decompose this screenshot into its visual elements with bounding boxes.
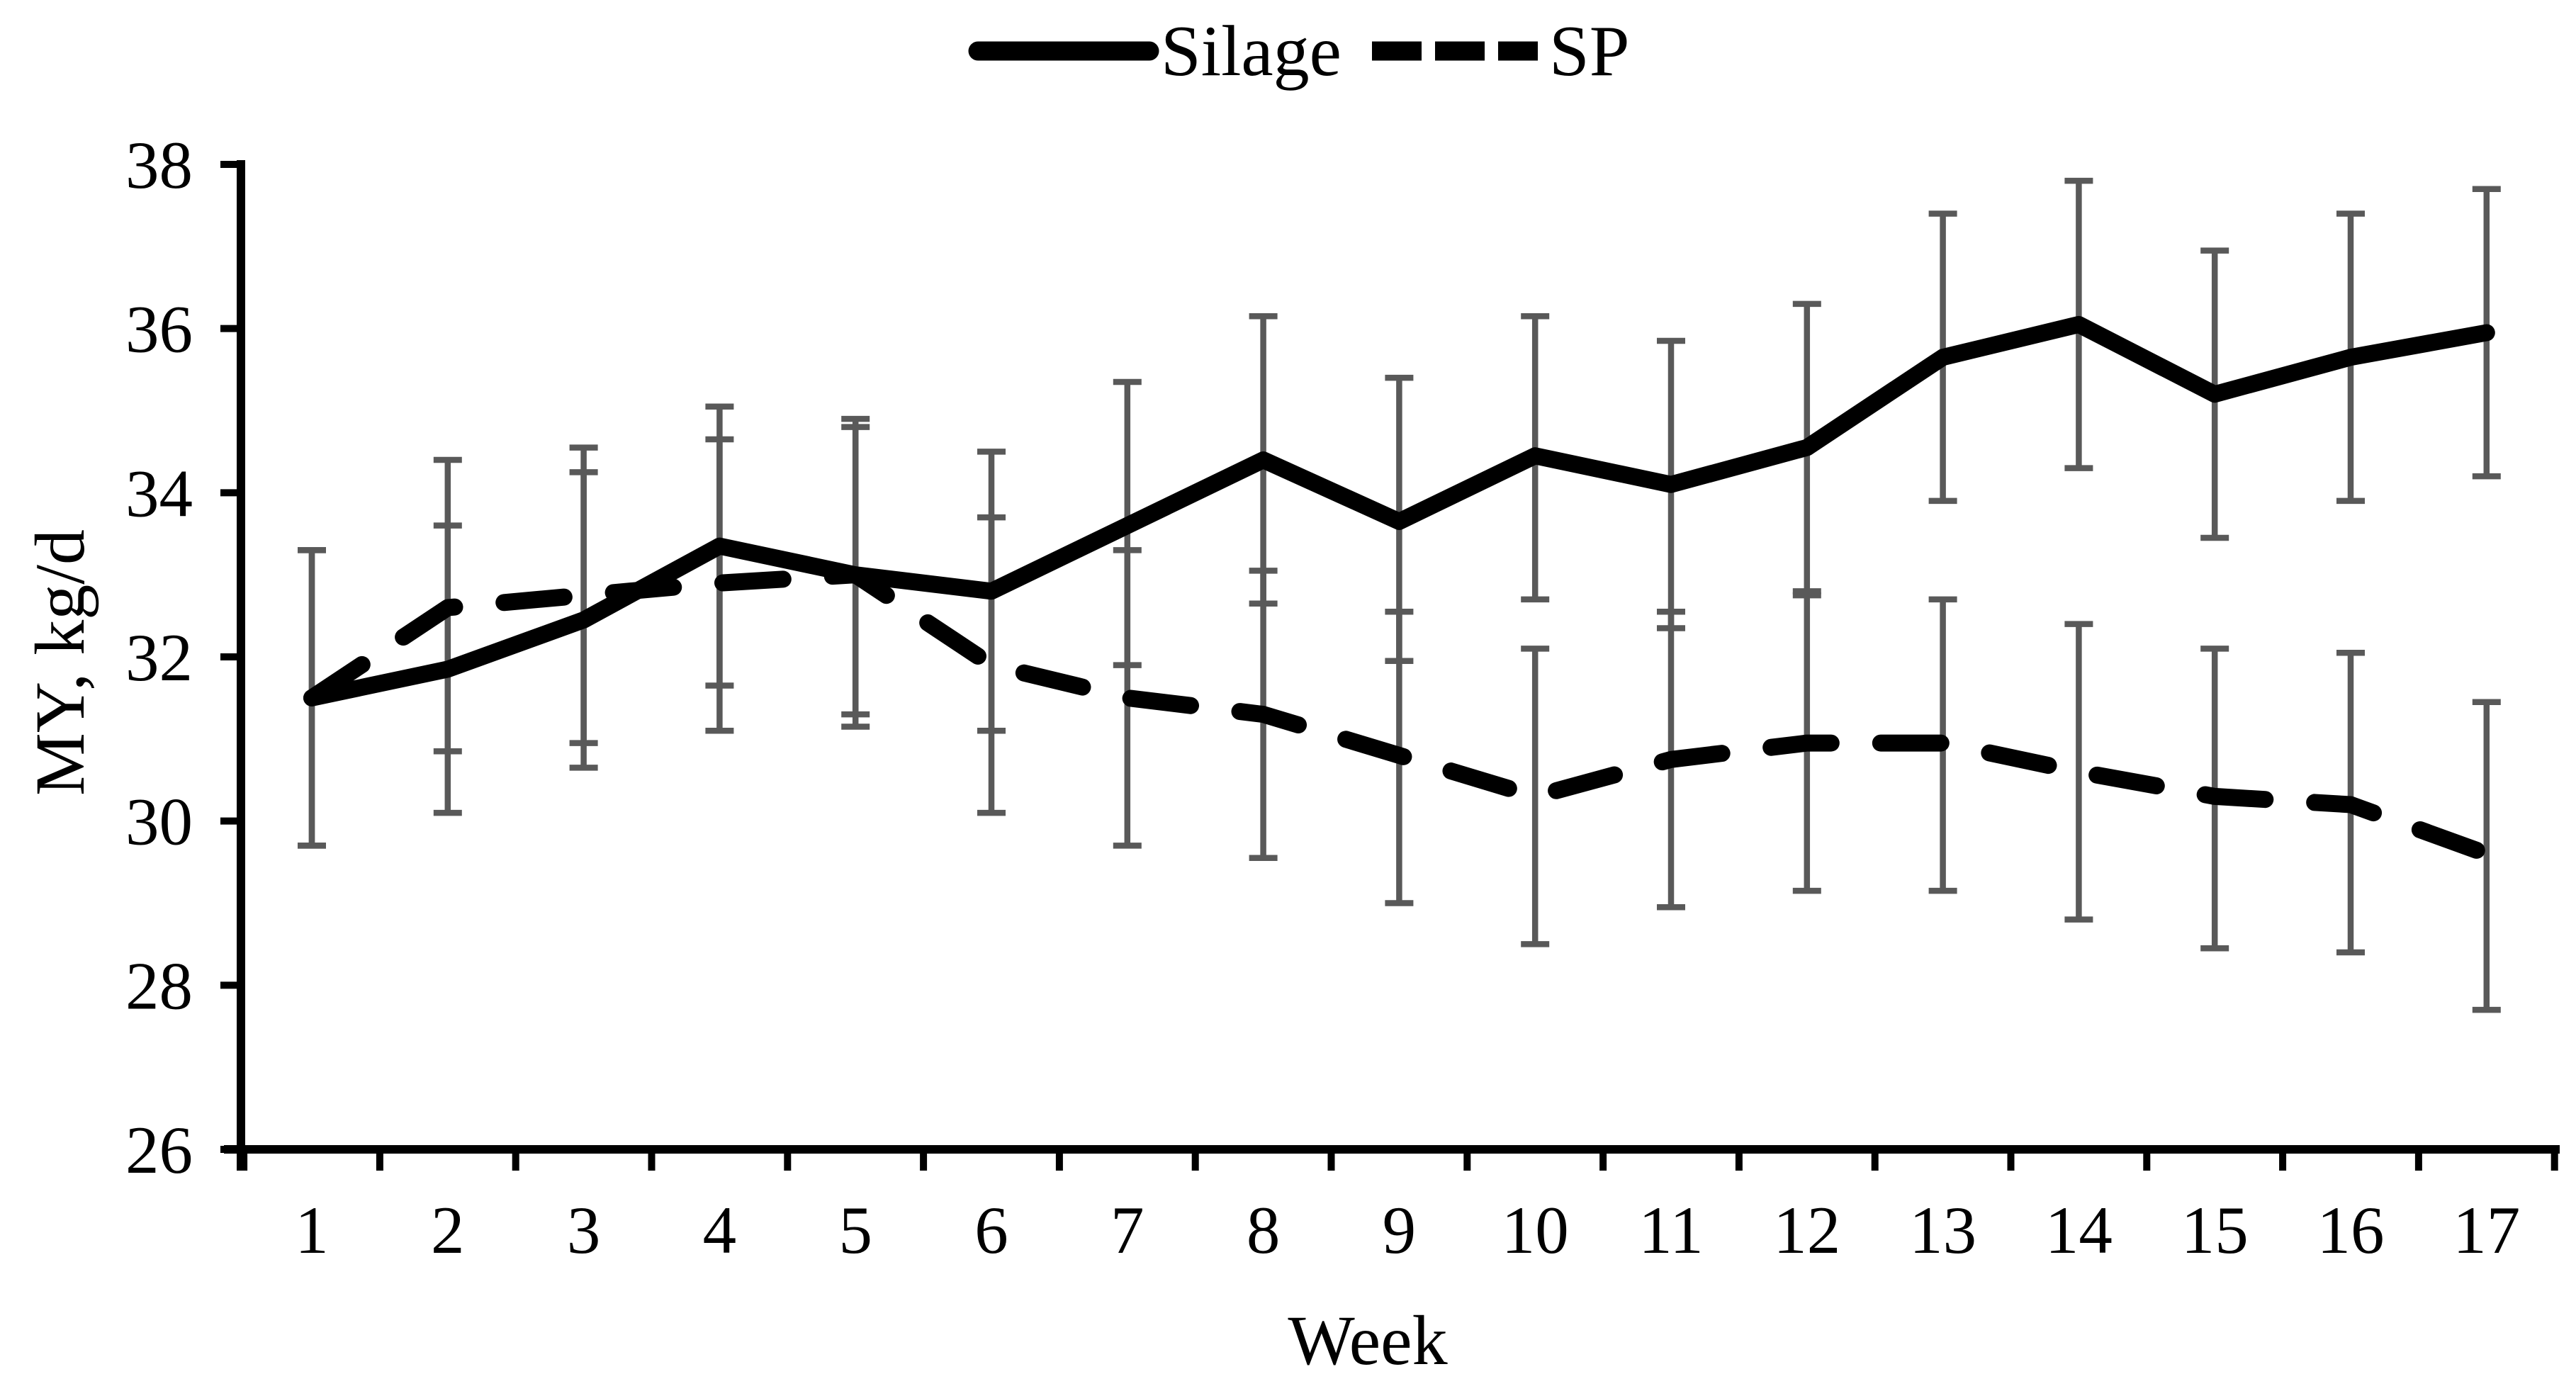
- x-tick-label: 4: [703, 1193, 737, 1268]
- x-tick-label: 3: [567, 1193, 601, 1268]
- x-tick-label: 1: [295, 1193, 329, 1268]
- y-axis-ticks: [220, 161, 242, 1153]
- y-tick-label: 36: [125, 292, 193, 367]
- x-tick-label: 15: [2181, 1193, 2249, 1268]
- x-tick-label: 17: [2453, 1193, 2520, 1268]
- legend: Silage SP: [968, 11, 1629, 91]
- sp-error-bar: [977, 514, 1006, 816]
- x-tick-label: 9: [1383, 1193, 1417, 1268]
- y-tick-label: 28: [125, 948, 193, 1023]
- y-tick-label: 30: [125, 784, 193, 860]
- x-tick-label: 12: [1773, 1193, 1840, 1268]
- sp-series-line: [303, 566, 2495, 862]
- x-tick-label: 11: [1638, 1193, 1703, 1268]
- silage-series-line: [303, 315, 2495, 706]
- y-tick-label: 34: [125, 456, 193, 531]
- y-tick-label: 26: [125, 1113, 193, 1188]
- x-axis-tick-labels: 1 2 3 4 5 6 7 8 9 10 11 12 13 14 15 16 17: [295, 1193, 2520, 1268]
- x-axis-ticks: [240, 1149, 2558, 1171]
- legend-silage-label: Silage: [1161, 11, 1342, 91]
- legend-sp-label: SP: [1549, 11, 1629, 91]
- y-axis-tick-labels: 26 28 30 32 34 36 38: [125, 128, 193, 1188]
- sp-error-bar: [569, 444, 598, 746]
- x-tick-label: 8: [1247, 1193, 1281, 1268]
- x-tick-label: 10: [1502, 1193, 1569, 1268]
- y-tick-label: 38: [125, 128, 193, 203]
- x-tick-label: 2: [431, 1193, 465, 1268]
- x-axis-title: Week: [1288, 1301, 1447, 1380]
- x-tick-label: 16: [2317, 1193, 2385, 1268]
- x-tick-label: 14: [2045, 1193, 2113, 1268]
- error-bars: [298, 177, 2501, 1013]
- sp-error-bar: [1521, 646, 1550, 947]
- y-axis-title: MY, kg/d: [21, 529, 99, 796]
- x-tick-label: 6: [974, 1193, 1008, 1268]
- sp-error-bar: [2472, 699, 2501, 1013]
- x-tick-label: 13: [1909, 1193, 1976, 1268]
- x-tick-label: 5: [838, 1193, 872, 1268]
- x-tick-label: 7: [1110, 1193, 1144, 1268]
- sp-error-bar: [2064, 621, 2093, 923]
- y-tick-label: 32: [125, 620, 193, 695]
